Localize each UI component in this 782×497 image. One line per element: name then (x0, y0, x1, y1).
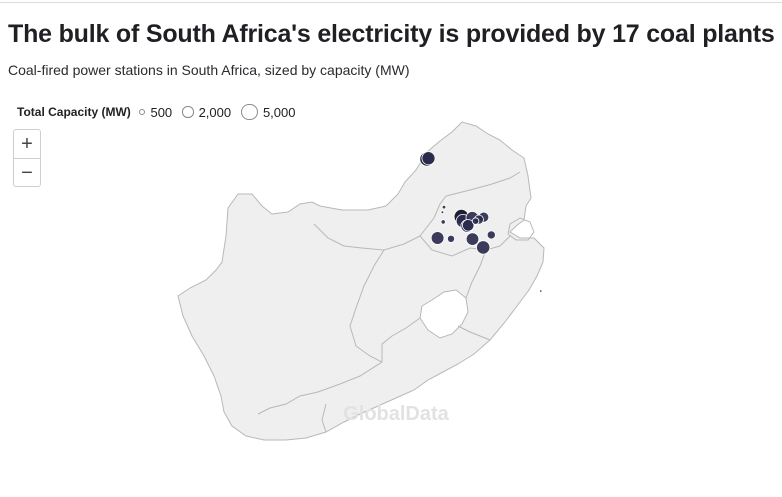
lesotho-hole (419, 289, 469, 339)
plant-markers[interactable] (419, 151, 543, 293)
legend-circle-icon (182, 106, 194, 118)
plant-marker[interactable] (430, 231, 445, 245)
zoom-control: + − (13, 129, 41, 187)
plant-marker[interactable] (421, 151, 436, 166)
plant-marker[interactable] (446, 234, 455, 243)
legend-item-2000: 2,000 (182, 105, 231, 120)
zoom-in-button[interactable]: + (14, 130, 40, 159)
land-layer (177, 121, 545, 441)
plant-marker[interactable] (476, 240, 491, 255)
legend-circle-icon (241, 103, 258, 121)
province-border (321, 403, 327, 433)
legend-label: 2,000 (198, 104, 232, 120)
plant-marker[interactable] (440, 210, 445, 215)
legend-label: 500 (150, 104, 173, 120)
watermark: GlobalData (343, 403, 449, 425)
eswatini-outline (507, 217, 535, 241)
province-border (445, 171, 521, 197)
plant-marker[interactable] (471, 217, 480, 225)
legend-title: Total Capacity (MW) (17, 105, 131, 119)
capacity-legend: Total Capacity (MW) 500 2,000 5,000 (17, 102, 306, 122)
province-border (257, 361, 383, 415)
plant-marker[interactable] (486, 230, 496, 240)
province-border (381, 317, 421, 362)
plant-marker[interactable] (462, 219, 475, 232)
province-border (419, 195, 447, 237)
page-subtitle: Coal-fired power stations in South Afric… (8, 62, 410, 78)
plant-marker[interactable] (465, 232, 480, 246)
province-border (349, 249, 385, 363)
legend-item-500: 500 (138, 104, 173, 120)
province-border (419, 235, 511, 257)
province-border (313, 223, 421, 251)
page-title: The bulk of South Africa's electricity i… (8, 20, 775, 48)
province-borders (257, 171, 521, 433)
legend-item-5000: 5,000 (241, 103, 296, 121)
south-africa-land (177, 121, 545, 441)
legend-label: 5,000 (262, 104, 296, 120)
legend-circle-icon (138, 108, 146, 116)
plant-marker[interactable] (539, 289, 543, 293)
province-border (465, 249, 487, 299)
plant-marker[interactable] (440, 219, 446, 225)
province-border (457, 325, 491, 341)
zoom-out-button[interactable]: − (21, 161, 33, 184)
top-rule (0, 2, 782, 3)
plant-marker[interactable] (441, 204, 447, 210)
